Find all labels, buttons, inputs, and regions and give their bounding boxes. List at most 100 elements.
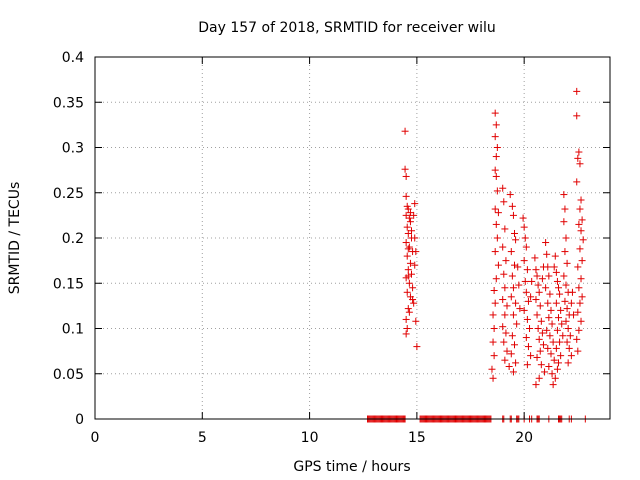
data-point xyxy=(538,275,546,283)
x-tick-label: 20 xyxy=(515,430,533,446)
data-point xyxy=(507,350,515,358)
data-point xyxy=(577,196,585,204)
data-point xyxy=(564,359,572,367)
data-point xyxy=(406,259,414,267)
data-point xyxy=(568,288,576,296)
data-point xyxy=(576,299,584,307)
data-point xyxy=(537,361,545,369)
data-point xyxy=(573,178,581,186)
data-point xyxy=(404,305,412,313)
data-point xyxy=(576,245,584,253)
data-point xyxy=(493,234,501,242)
data-point xyxy=(542,239,550,247)
data-point xyxy=(522,334,530,342)
data-point xyxy=(494,209,502,217)
data-points xyxy=(364,87,589,423)
data-point xyxy=(490,286,498,294)
data-point xyxy=(579,236,587,244)
data-point xyxy=(521,234,529,242)
data-point xyxy=(401,165,409,173)
data-point xyxy=(560,191,568,199)
data-point xyxy=(491,299,499,307)
x-tick-label: 10 xyxy=(301,430,319,446)
data-point xyxy=(520,223,528,231)
data-point xyxy=(512,359,520,367)
data-point xyxy=(526,325,534,332)
data-point xyxy=(505,363,513,371)
data-point xyxy=(404,266,412,274)
data-point xyxy=(553,277,561,285)
data-point xyxy=(500,270,508,278)
data-point xyxy=(552,344,560,352)
data-point xyxy=(491,133,499,141)
data-point xyxy=(489,374,497,382)
data-point xyxy=(578,216,586,224)
data-point xyxy=(506,191,514,199)
data-point xyxy=(577,317,585,325)
data-point xyxy=(575,326,583,334)
data-point xyxy=(527,352,535,360)
data-point xyxy=(578,257,586,265)
data-point xyxy=(499,243,507,251)
data-point xyxy=(573,335,581,343)
data-point xyxy=(567,299,575,307)
data-point xyxy=(555,314,562,322)
data-point xyxy=(573,87,581,95)
data-point xyxy=(566,332,574,340)
data-point xyxy=(509,211,517,219)
data-point xyxy=(405,308,413,316)
data-point xyxy=(402,330,410,338)
data-point xyxy=(408,270,416,278)
data-point xyxy=(501,225,509,233)
x-tick-label: 0 xyxy=(91,430,100,446)
data-point xyxy=(547,350,555,358)
data-point xyxy=(565,344,573,352)
data-point xyxy=(520,257,528,265)
data-point xyxy=(544,344,552,352)
data-point xyxy=(402,315,410,323)
data-point xyxy=(489,311,497,319)
data-point xyxy=(574,263,582,271)
data-point xyxy=(561,205,569,213)
data-point xyxy=(557,306,565,314)
data-point xyxy=(545,363,553,371)
data-point xyxy=(519,214,527,222)
data-point xyxy=(534,281,542,289)
data-point xyxy=(492,172,500,180)
data-point xyxy=(511,261,519,269)
data-point xyxy=(558,320,566,328)
data-point xyxy=(522,288,530,296)
data-point xyxy=(551,374,559,382)
data-point xyxy=(555,284,562,292)
y-tick-label: 0.4 xyxy=(62,50,84,66)
data-point xyxy=(541,368,549,376)
y-tick-label: 0.1 xyxy=(62,322,84,338)
data-point xyxy=(532,381,540,389)
data-point xyxy=(492,275,500,283)
data-point xyxy=(410,299,418,307)
data-point xyxy=(552,299,560,307)
data-point xyxy=(404,272,412,280)
data-point xyxy=(544,263,552,271)
data-point xyxy=(576,160,584,168)
data-point xyxy=(404,245,412,253)
y-tick-label: 0.3 xyxy=(62,141,84,157)
data-point xyxy=(491,166,499,174)
data-point xyxy=(508,332,516,340)
data-point xyxy=(548,370,556,378)
data-point xyxy=(403,252,411,260)
data-point xyxy=(509,368,517,376)
data-point xyxy=(515,281,523,289)
data-point xyxy=(550,356,558,364)
data-point xyxy=(536,302,544,310)
data-point xyxy=(411,261,419,269)
data-point xyxy=(563,305,571,313)
data-point xyxy=(560,218,568,226)
data-point xyxy=(561,297,569,305)
data-point xyxy=(532,266,540,274)
y-tick-label: 0.05 xyxy=(53,367,84,383)
data-point xyxy=(499,296,507,304)
data-point xyxy=(523,315,531,323)
data-point xyxy=(405,214,413,222)
